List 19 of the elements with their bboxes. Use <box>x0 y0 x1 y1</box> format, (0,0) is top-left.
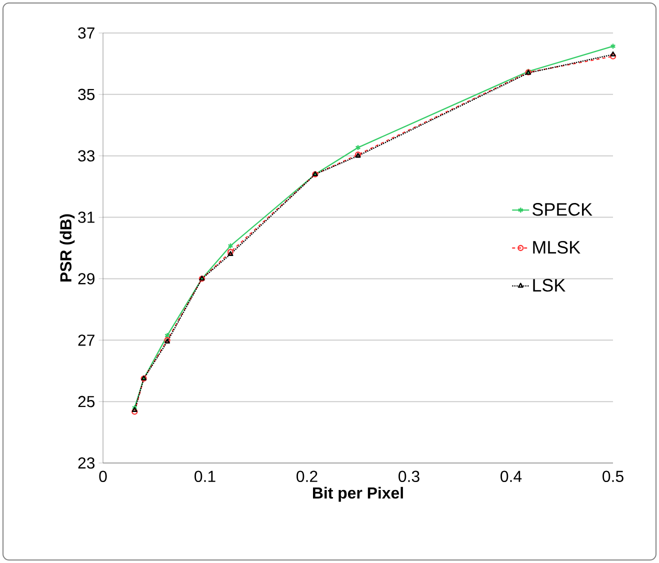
x-tick-label: 0.5 <box>602 470 624 482</box>
x-tick-label: 0.2 <box>296 470 318 482</box>
y-tick-label: 27 <box>78 334 94 346</box>
y-tick-label: 29 <box>78 273 94 284</box>
y-tick-label: 25 <box>78 396 95 408</box>
x-tick-label: 0 <box>99 470 107 482</box>
y-tick-label: 37 <box>78 27 94 39</box>
x-tick-label: 0.1 <box>194 470 216 482</box>
x-axis-title: Bit per Pixel <box>312 486 403 502</box>
x-tick-label: 0.3 <box>398 470 420 482</box>
y-tick-label: 31 <box>78 212 94 223</box>
legend-label: LSK <box>533 278 566 292</box>
y-tick-label: 35 <box>78 88 95 100</box>
legend-label: MLSK <box>533 240 580 254</box>
y-tick-label: 33 <box>78 150 95 162</box>
legend-label: SPECK <box>532 203 592 216</box>
y-tick-label: 23 <box>78 457 95 469</box>
x-tick-label: 0.4 <box>500 470 522 482</box>
y-axis-title: PSR (dB) <box>60 214 75 282</box>
